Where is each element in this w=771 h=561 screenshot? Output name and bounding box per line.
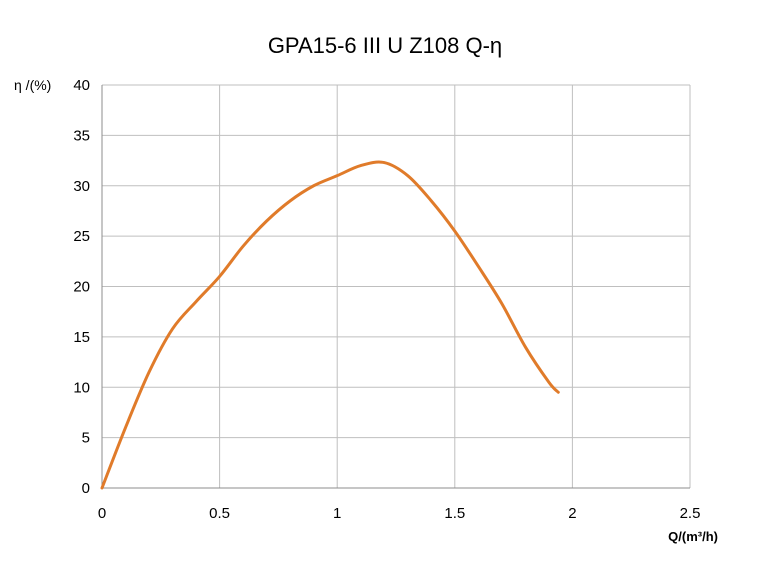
x-tick-label: 0 bbox=[98, 505, 106, 522]
x-axis-label: Q/(m³/h) bbox=[668, 529, 718, 544]
x-tick-label: 2 bbox=[568, 505, 576, 522]
series-layer bbox=[100, 160, 560, 490]
x-tick-label: 2.5 bbox=[680, 505, 701, 522]
y-tick-label: 20 bbox=[73, 279, 90, 296]
y-tick-label: 30 bbox=[73, 178, 90, 195]
tick-labels: 0 5 10 15 20 25 30 35 40 0 0.5 1 1.5 2 2.5 bbox=[73, 77, 700, 522]
y-axis-label: η /(%) bbox=[14, 77, 51, 93]
y-tick-label: 35 bbox=[73, 127, 90, 144]
y-tick-label: 25 bbox=[73, 228, 90, 245]
x-tick-label: 1.5 bbox=[444, 505, 465, 522]
axes bbox=[101, 85, 690, 489]
chart-title: GPA15-6 III U Z108 Q-η bbox=[268, 33, 502, 58]
y-tick-label: 0 bbox=[82, 480, 90, 497]
x-tick-label: 0.5 bbox=[209, 505, 230, 522]
y-tick-label: 10 bbox=[73, 379, 90, 396]
series-line-0 bbox=[100, 160, 560, 490]
y-tick-label: 5 bbox=[82, 430, 90, 447]
x-tick-label: 1 bbox=[333, 505, 341, 522]
grid-lines bbox=[102, 84, 691, 488]
y-tick-label: 40 bbox=[73, 77, 90, 94]
y-tick-label: 15 bbox=[73, 329, 90, 346]
